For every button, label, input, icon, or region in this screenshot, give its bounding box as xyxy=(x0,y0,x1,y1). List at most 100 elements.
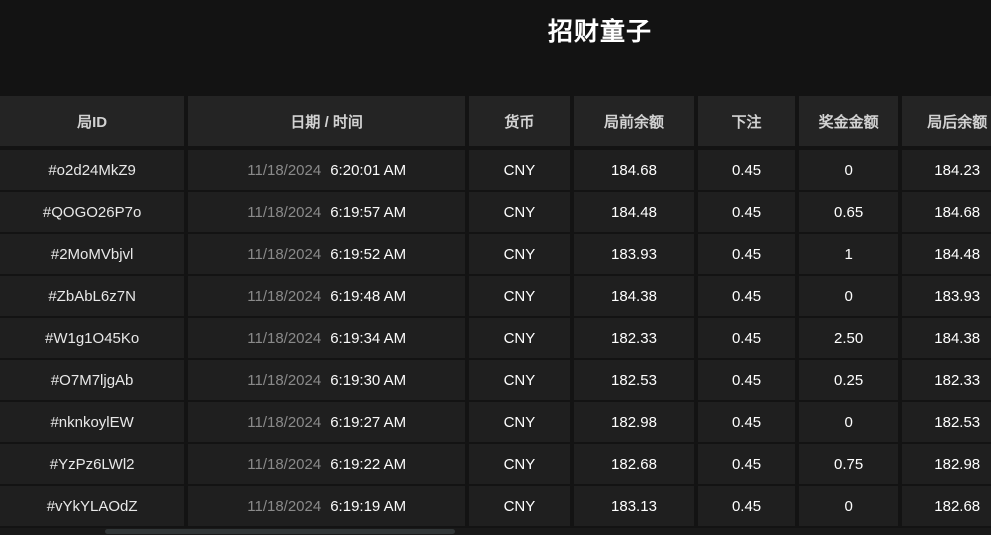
date-text: 11/18/2024 xyxy=(247,329,322,347)
datetime-cell: 11/18/2024 6:19:27 AM xyxy=(188,402,466,442)
datetime-cell: 11/18/2024 6:19:52 AM xyxy=(188,234,466,274)
balance-before-cell: 184.48 xyxy=(573,192,695,232)
balance-after-cell: 182.53 xyxy=(902,402,991,442)
balance-before-cell: 182.53 xyxy=(573,360,695,400)
datetime-cell: 11/18/2024 6:19:57 AM xyxy=(188,192,466,232)
currency-cell: CNY xyxy=(469,444,570,484)
currency-cell: CNY xyxy=(469,360,570,400)
table-row: #nknkoylEW 11/18/2024 6:19:27 AM CNY 182… xyxy=(0,402,991,442)
bet-cell: 0.45 xyxy=(698,360,795,400)
balance-after-cell: 184.38 xyxy=(902,318,991,358)
round-id-cell: #vYkYLAOdZ xyxy=(0,486,185,526)
balance-before-cell: 184.68 xyxy=(573,150,695,190)
datetime-cell: 11/18/2024 6:19:19 AM xyxy=(188,486,466,526)
game-history-table: 局ID 日期 / 时间 货币 局前余额 下注 奖金金额 局后余额 #o2d24M… xyxy=(0,96,991,526)
prize-cell: 0 xyxy=(798,276,899,316)
bet-cell: 0.45 xyxy=(698,486,795,526)
time-text: 6:19:34 AM xyxy=(330,329,407,347)
page-title: 招财童子 xyxy=(547,18,652,46)
table-row: #O7M7ljgAb 11/18/2024 6:19:30 AM CNY 182… xyxy=(0,360,991,400)
prize-cell: 0.75 xyxy=(798,444,899,484)
balance-before-cell: 183.93 xyxy=(573,234,695,274)
currency-cell: CNY xyxy=(469,234,570,274)
column-header-round-id: 局ID xyxy=(0,96,185,146)
time-text: 6:19:22 AM xyxy=(330,455,407,473)
bet-cell: 0.45 xyxy=(698,402,795,442)
datetime-cell: 11/18/2024 6:19:48 AM xyxy=(188,276,466,316)
balance-before-cell: 182.68 xyxy=(573,444,695,484)
balance-after-cell: 184.68 xyxy=(902,192,991,232)
bet-cell: 0.45 xyxy=(698,276,795,316)
prize-cell: 0 xyxy=(798,486,899,526)
balance-after-cell: 182.68 xyxy=(902,486,991,526)
datetime-cell: 11/18/2024 6:20:01 AM xyxy=(188,150,466,190)
time-text: 6:19:30 AM xyxy=(330,371,407,389)
round-id-cell: #QOGO26P7o xyxy=(0,192,185,232)
round-id-cell: #ZbAbL6z7N xyxy=(0,276,185,316)
currency-cell: CNY xyxy=(469,276,570,316)
table-row: #QOGO26P7o 11/18/2024 6:19:57 AM CNY 184… xyxy=(0,192,991,232)
round-id-cell: #nknkoylEW xyxy=(0,402,185,442)
currency-cell: CNY xyxy=(469,150,570,190)
horizontal-scrollbar[interactable] xyxy=(0,528,991,535)
column-header-balance-before: 局前余额 xyxy=(573,96,695,146)
date-text: 11/18/2024 xyxy=(247,455,322,473)
bet-cell: 0.45 xyxy=(698,234,795,274)
balance-before-cell: 182.98 xyxy=(573,402,695,442)
column-header-balance-after: 局后余额 xyxy=(902,96,991,146)
bet-cell: 0.45 xyxy=(698,444,795,484)
table-row: #2MoMVbjvl 11/18/2024 6:19:52 AM CNY 183… xyxy=(0,234,991,274)
prize-cell: 0 xyxy=(798,402,899,442)
round-id-cell: #YzPz6LWl2 xyxy=(0,444,185,484)
column-header-prize: 奖金金额 xyxy=(798,96,899,146)
table-row: #vYkYLAOdZ 11/18/2024 6:19:19 AM CNY 183… xyxy=(0,486,991,526)
time-text: 6:19:27 AM xyxy=(330,413,407,431)
date-text: 11/18/2024 xyxy=(247,497,322,515)
bet-cell: 0.45 xyxy=(698,192,795,232)
bet-cell: 0.45 xyxy=(698,318,795,358)
datetime-cell: 11/18/2024 6:19:22 AM xyxy=(188,444,466,484)
horizontal-scrollbar-thumb[interactable] xyxy=(105,529,455,534)
currency-cell: CNY xyxy=(469,402,570,442)
date-text: 11/18/2024 xyxy=(247,245,322,263)
bet-cell: 0.45 xyxy=(698,150,795,190)
column-header-bet: 下注 xyxy=(698,96,795,146)
round-id-cell: #W1g1O45Ko xyxy=(0,318,185,358)
round-id-cell: #O7M7ljgAb xyxy=(0,360,185,400)
date-text: 11/18/2024 xyxy=(247,413,322,431)
balance-after-cell: 182.98 xyxy=(902,444,991,484)
balance-after-cell: 182.33 xyxy=(902,360,991,400)
balance-after-cell: 184.48 xyxy=(902,234,991,274)
round-id-cell: #o2d24MkZ9 xyxy=(0,150,185,190)
table-header-row: 局ID 日期 / 时间 货币 局前余额 下注 奖金金额 局后余额 xyxy=(0,96,991,146)
table-body: #o2d24MkZ9 11/18/2024 6:20:01 AM CNY 184… xyxy=(0,150,991,526)
balance-before-cell: 184.38 xyxy=(573,276,695,316)
time-text: 6:19:57 AM xyxy=(330,203,407,221)
balance-after-cell: 183.93 xyxy=(902,276,991,316)
balance-before-cell: 182.33 xyxy=(573,318,695,358)
table-row: #ZbAbL6z7N 11/18/2024 6:19:48 AM CNY 184… xyxy=(0,276,991,316)
table-row: #o2d24MkZ9 11/18/2024 6:20:01 AM CNY 184… xyxy=(0,150,991,190)
currency-cell: CNY xyxy=(469,318,570,358)
time-text: 6:19:48 AM xyxy=(330,287,407,305)
prize-cell: 2.50 xyxy=(798,318,899,358)
time-text: 6:20:01 AM xyxy=(330,161,407,179)
balance-after-cell: 184.23 xyxy=(902,150,991,190)
balance-before-cell: 183.13 xyxy=(573,486,695,526)
table-row: #YzPz6LWl2 11/18/2024 6:19:22 AM CNY 182… xyxy=(0,444,991,484)
date-text: 11/18/2024 xyxy=(247,161,322,179)
currency-cell: CNY xyxy=(469,486,570,526)
currency-cell: CNY xyxy=(469,192,570,232)
prize-cell: 0.25 xyxy=(798,360,899,400)
date-text: 11/18/2024 xyxy=(247,203,322,221)
prize-cell: 0 xyxy=(798,150,899,190)
time-text: 6:19:19 AM xyxy=(330,497,407,515)
table-row: #W1g1O45Ko 11/18/2024 6:19:34 AM CNY 182… xyxy=(0,318,991,358)
datetime-cell: 11/18/2024 6:19:30 AM xyxy=(188,360,466,400)
date-text: 11/18/2024 xyxy=(247,371,322,389)
round-id-cell: #2MoMVbjvl xyxy=(0,234,185,274)
datetime-cell: 11/18/2024 6:19:34 AM xyxy=(188,318,466,358)
column-header-datetime: 日期 / 时间 xyxy=(188,96,466,146)
prize-cell: 1 xyxy=(798,234,899,274)
